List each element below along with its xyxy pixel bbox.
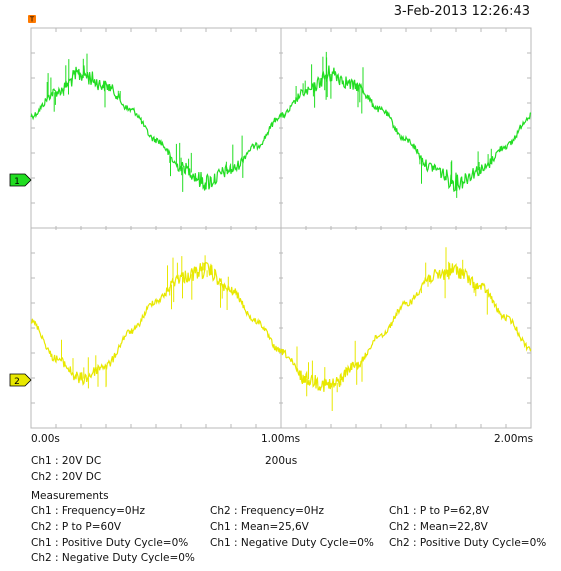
measurement-ch1-negative-duty: Ch1 : Negative Duty Cycle=0% (210, 537, 374, 549)
x-tick-label-0: 0.00s (31, 433, 60, 445)
measurement-ch2-frequency: Ch2 : Frequency=0Hz (210, 505, 325, 517)
timestamp: 3-Feb-2013 12:26:43 (393, 4, 530, 19)
timebase: 200us (265, 455, 298, 467)
measurement-ch1-positive-duty: Ch1 : Positive Duty Cycle=0% (31, 537, 189, 549)
measurement-ch2-ptp: Ch2 : P to P=60V (31, 521, 122, 533)
ch2-channel-info: Ch2 : 20V DC (31, 471, 102, 483)
ch2-marker-flag (9, 373, 32, 387)
ch2-marker-label: 2 (14, 377, 20, 387)
x-tick-label-1: 1.00ms (261, 433, 301, 445)
ch2-marker[interactable]: 2 (9, 373, 32, 387)
trigger-marker: T (28, 15, 36, 24)
trace-ch2-line (30, 261, 532, 392)
ch1-channel-info: Ch1 : 20V DC (31, 455, 102, 467)
ch1-marker-flag (9, 173, 32, 187)
trace-ch2 (30, 247, 532, 411)
x-tick-label-2: 2.00ms (494, 433, 534, 445)
measurement-ch2-positive-duty: Ch2 : Positive Duty Cycle=0% (389, 537, 547, 549)
measurement-ch1-frequency: Ch1 : Frequency=0Hz (31, 505, 146, 517)
measurement-ch1-mean: Ch1 : Mean=25,6V (210, 521, 309, 533)
waveform-traces (30, 51, 532, 411)
oscilloscope-display: T 1 2 (9, 15, 532, 429)
measurement-ch1-ptp: Ch1 : P to P=62,8V (389, 505, 490, 517)
ch1-marker[interactable]: 1 (9, 173, 32, 187)
measurement-ch2-mean: Ch2 : Mean=22,8V (389, 521, 488, 533)
measurements-title: Measurements (31, 490, 109, 502)
ch1-marker-label: 1 (14, 177, 20, 187)
trigger-marker-glyph: T (29, 16, 35, 24)
measurement-ch2-negative-duty: Ch2 : Negative Duty Cycle=0% (31, 552, 195, 564)
graticule (30, 27, 532, 429)
trace-ch1 (30, 51, 532, 198)
trace-ch1-line (30, 65, 532, 192)
trigger-marker-box (28, 15, 36, 23)
